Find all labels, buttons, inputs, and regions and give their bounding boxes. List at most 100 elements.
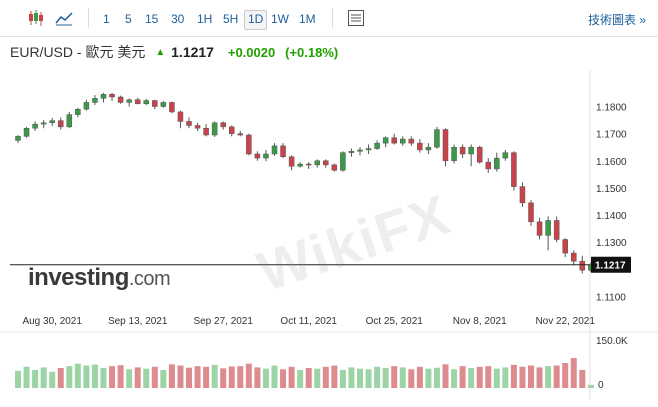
candle-body: [211, 122, 218, 136]
candle-body: [194, 125, 201, 129]
candle-body: [100, 94, 107, 99]
candle-body: [562, 239, 568, 254]
candle-body: [203, 127, 209, 136]
period-button-5h[interactable]: 5H: [223, 12, 239, 26]
volume-bar: [408, 369, 415, 388]
candle-body: [297, 163, 303, 167]
candle-body: [519, 186, 526, 204]
volume-bar: [339, 369, 346, 388]
volume-bar: [502, 367, 509, 388]
candle-body: [305, 163, 312, 166]
volume-bar: [416, 366, 423, 388]
volume-bar: [382, 368, 389, 388]
area-chart-icon[interactable]: [54, 8, 74, 28]
toolbar-divider: [332, 8, 333, 28]
candlestick-icon[interactable]: [26, 8, 46, 28]
volume-bar: [553, 365, 560, 388]
candle-body: [374, 142, 380, 149]
y-tick-label: 1.1800: [596, 103, 627, 114]
candle-body: [220, 122, 226, 128]
volume-bar: [357, 368, 363, 388]
candle-body: [246, 134, 252, 155]
price-chart[interactable]: 1.1800 1.1700 1.1600 1.1500 1.1400 1.1300 1.11…: [0, 70, 658, 400]
volume-bar: [314, 368, 321, 388]
candle-body: [468, 146, 474, 155]
volume-bar: [186, 367, 192, 388]
candle-body: [32, 123, 38, 129]
y-tick-label: 1.1300: [596, 238, 627, 249]
volume-bar: [297, 369, 304, 388]
candle-body: [109, 94, 115, 98]
candle-body: [340, 152, 346, 171]
period-button-30[interactable]: 30: [171, 12, 185, 26]
candle-body: [288, 156, 295, 167]
x-tick-label: Oct 25, 2021: [366, 316, 424, 327]
volume-bar: [587, 384, 594, 388]
volume-bar: [220, 368, 227, 388]
logo-suffix: .com: [128, 268, 171, 290]
volume-bar: [391, 366, 398, 388]
candle-body: [254, 153, 261, 159]
period-button-15[interactable]: 15: [145, 12, 159, 26]
volume-bar: [442, 364, 449, 388]
volume-bar: [433, 367, 440, 388]
candle-body: [408, 138, 415, 144]
candle-body: [117, 96, 124, 103]
advanced-chart-link[interactable]: 技術圖表 »: [587, 13, 646, 27]
period-button-1m[interactable]: 1M: [299, 12, 316, 26]
toolbar-divider: [88, 8, 89, 28]
volume-bar: [305, 368, 312, 388]
y-tick-label: 1.1600: [596, 157, 627, 168]
volume-bar: [211, 364, 218, 388]
price-change-percent: (+0.18%): [285, 45, 339, 60]
volume-bar: [536, 367, 543, 388]
volume-bar: [74, 363, 81, 388]
volume-bar: [425, 368, 432, 388]
volume-bar: [151, 366, 158, 388]
volume-bar: [468, 368, 475, 388]
candle-body: [442, 129, 449, 162]
settings-icon[interactable]: [346, 8, 366, 28]
x-tick-label: Sep 27, 2021: [193, 316, 253, 327]
volume-bar: [271, 365, 278, 388]
candle-body: [134, 99, 141, 105]
volume-bar: [374, 366, 381, 388]
period-button-1w[interactable]: 1W: [271, 12, 289, 26]
x-tick-label: Aug 30, 2021: [22, 316, 82, 327]
candle-body: [280, 145, 286, 157]
candle-body: [169, 102, 175, 113]
volume-bar: [476, 366, 483, 388]
period-button-1[interactable]: 1: [103, 12, 110, 26]
candle-body: [528, 202, 534, 223]
volume-bar: [280, 369, 287, 388]
instrument-name: EUR/USD - 歐元 美元: [10, 44, 146, 60]
y-tick-label: 1.1100: [596, 293, 626, 304]
volume-bar: [117, 365, 124, 388]
volume-bar: [510, 364, 517, 388]
candle-body: [177, 111, 184, 122]
volume-bar: [83, 365, 90, 388]
y-tick-label: 1.1400: [596, 211, 627, 222]
candle-body: [459, 146, 466, 155]
volume-bar: [49, 371, 56, 388]
x-tick-label: Oct 11, 2021: [280, 316, 337, 327]
candle-body: [271, 145, 278, 155]
volume-bar: [100, 368, 107, 388]
period-button-1d[interactable]: 1D: [244, 10, 268, 30]
volume-bar: [365, 369, 372, 388]
volume-bar: [237, 366, 244, 388]
candle-body: [152, 100, 158, 107]
volume-bar: [57, 368, 64, 388]
candle-body: [494, 157, 500, 170]
volume-bar: [40, 367, 47, 388]
volume-bar: [168, 364, 175, 388]
volume-bar: [399, 367, 406, 388]
volume-bar: [545, 366, 552, 388]
volume-bar: [109, 366, 116, 388]
period-button-1h[interactable]: 1H: [197, 12, 213, 26]
period-button-5[interactable]: 5: [125, 12, 132, 26]
candle-body: [382, 137, 389, 144]
candle-body: [357, 149, 363, 152]
volume-bar: [66, 366, 73, 388]
candle-body: [400, 138, 406, 144]
